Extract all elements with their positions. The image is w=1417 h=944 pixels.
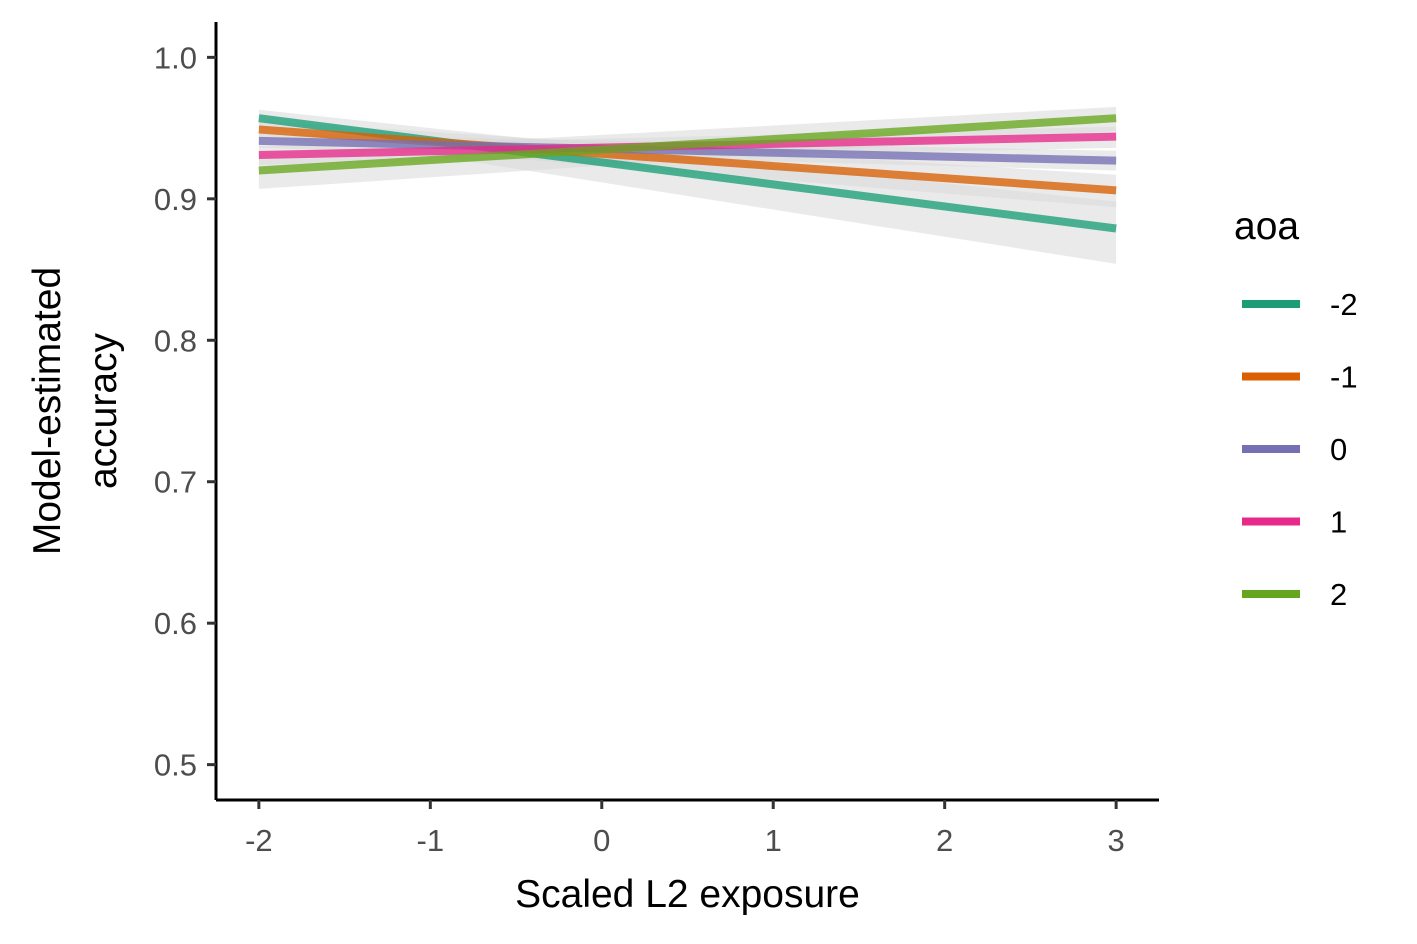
y-axis-title-line-1: Model-estimated: [26, 267, 69, 555]
series-line-1: [258, 125, 1117, 195]
x-tick-label: 2: [936, 823, 953, 858]
y-tick-label: 0.5: [154, 748, 197, 783]
legend-items: -2 -1 0 1 2: [1242, 287, 1358, 612]
x-tick-label: 0: [593, 823, 610, 858]
confidence-bands: [258, 106, 1117, 264]
x-axis-title: Scaled L2 exposure: [515, 873, 860, 916]
y-axis-title-line-2: accuracy: [82, 332, 125, 489]
series-lines: [258, 114, 1117, 233]
legend-label-1: -1: [1330, 360, 1358, 395]
y-tick-label: 0.8: [154, 323, 197, 358]
y-axis-ticks: 0.5 0.6 0.7 0.8 0.9 1.0: [154, 40, 216, 783]
axes: [214, 22, 1159, 802]
legend-label-0: -2: [1330, 287, 1358, 322]
y-tick-label: 0.7: [154, 465, 197, 500]
y-axis-title: Model-estimated accuracy: [26, 267, 125, 555]
y-tick-label: 1.0: [154, 40, 197, 75]
legend: aoa -2 -1 0 1 2: [1234, 205, 1358, 612]
x-axis-ticks: -2 -1 0 1 2 3: [245, 800, 1125, 858]
legend-label-2: 0: [1330, 432, 1347, 467]
legend-title: aoa: [1234, 205, 1299, 248]
y-tick-label: 0.6: [154, 606, 197, 641]
series-line-2: [258, 136, 1117, 165]
legend-label-4: 2: [1330, 577, 1347, 612]
x-tick-label: 1: [765, 823, 782, 858]
series-line-4: [258, 114, 1117, 175]
x-tick-label: 3: [1108, 823, 1125, 858]
y-tick-label: 0.9: [154, 182, 197, 217]
x-tick-label: -2: [245, 823, 273, 858]
x-tick-label: -1: [417, 823, 445, 858]
legend-label-3: 1: [1330, 505, 1347, 540]
